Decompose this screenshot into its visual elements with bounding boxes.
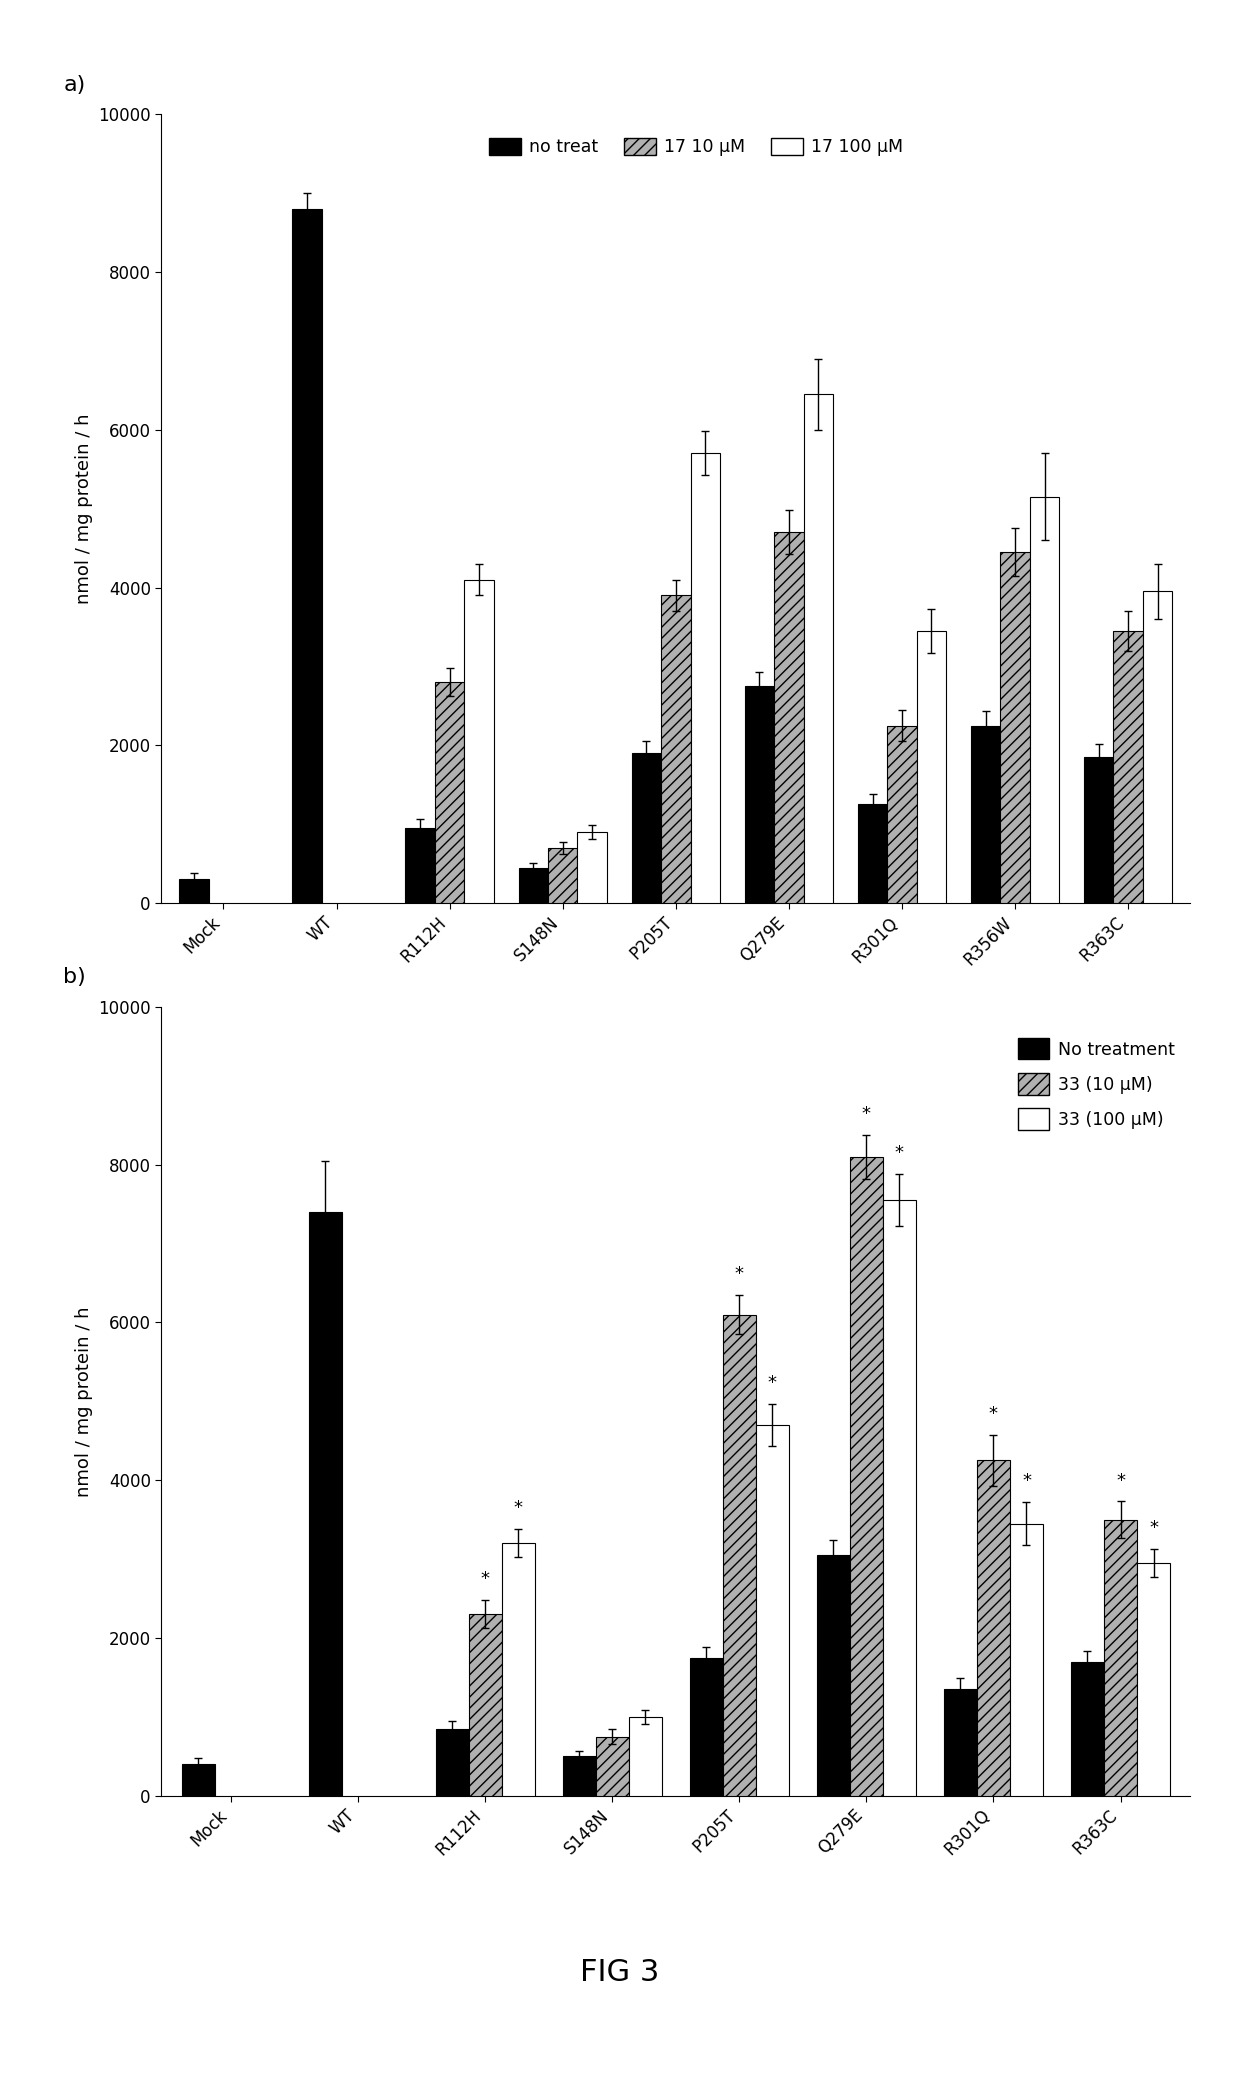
Bar: [888, 727, 916, 903]
Bar: [1084, 758, 1114, 903]
Bar: [804, 394, 833, 903]
Text: *: *: [513, 1499, 523, 1518]
Bar: [502, 1542, 534, 1796]
Bar: [435, 683, 464, 903]
Bar: [180, 880, 208, 903]
Text: *: *: [1116, 1472, 1125, 1491]
Text: *: *: [1022, 1472, 1030, 1491]
Bar: [817, 1555, 849, 1796]
Bar: [629, 1717, 662, 1796]
Legend: no treat, 17 10 μM, 17 100 μM: no treat, 17 10 μM, 17 100 μM: [482, 131, 910, 164]
Y-axis label: nmol / mg protein / h: nmol / mg protein / h: [74, 413, 93, 604]
Bar: [849, 1156, 883, 1796]
Bar: [977, 1462, 1009, 1796]
Bar: [595, 1736, 629, 1796]
Bar: [293, 210, 322, 903]
Bar: [631, 754, 661, 903]
Bar: [1001, 552, 1029, 903]
Bar: [916, 631, 946, 903]
Bar: [691, 453, 720, 903]
Bar: [309, 1212, 342, 1796]
Bar: [1143, 592, 1172, 903]
Bar: [464, 579, 494, 903]
Text: a): a): [63, 75, 86, 95]
Bar: [1029, 496, 1059, 903]
Text: *: *: [990, 1405, 998, 1424]
Text: *: *: [1149, 1520, 1158, 1536]
Bar: [518, 868, 548, 903]
Text: *: *: [735, 1264, 744, 1283]
Bar: [774, 531, 804, 903]
Bar: [944, 1690, 977, 1796]
Bar: [548, 847, 578, 903]
Bar: [745, 687, 774, 903]
Bar: [1009, 1524, 1043, 1796]
Bar: [1104, 1520, 1137, 1796]
Text: *: *: [895, 1144, 904, 1163]
Text: b): b): [63, 967, 86, 988]
Bar: [405, 828, 435, 903]
Bar: [435, 1729, 469, 1796]
Text: *: *: [862, 1104, 870, 1123]
Y-axis label: nmol / mg protein / h: nmol / mg protein / h: [74, 1306, 93, 1497]
Bar: [756, 1424, 789, 1796]
Bar: [1071, 1661, 1104, 1796]
Bar: [181, 1765, 215, 1796]
Text: FIG 3: FIG 3: [580, 1958, 660, 1987]
Text: *: *: [481, 1569, 490, 1588]
Bar: [469, 1615, 502, 1796]
Bar: [689, 1657, 723, 1796]
Bar: [563, 1756, 595, 1796]
Bar: [858, 805, 888, 903]
Text: *: *: [768, 1374, 777, 1391]
Bar: [1137, 1563, 1171, 1796]
Bar: [883, 1200, 916, 1796]
Bar: [1114, 631, 1143, 903]
Bar: [971, 727, 1001, 903]
Legend: No treatment, 33 (10 μM), 33 (100 μM): No treatment, 33 (10 μM), 33 (100 μM): [1011, 1032, 1182, 1136]
Bar: [723, 1314, 756, 1796]
Bar: [578, 832, 606, 903]
Bar: [661, 596, 691, 903]
